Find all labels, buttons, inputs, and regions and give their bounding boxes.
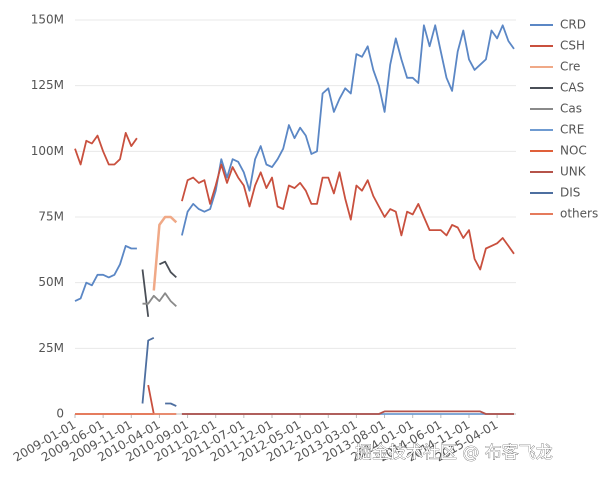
legend-label: UNK <box>560 165 587 179</box>
legend-label: Cas <box>560 102 582 116</box>
series-line <box>152 215 178 291</box>
y-tick-label: 150M <box>31 13 64 27</box>
legend-label: CRD <box>560 18 586 32</box>
legend-label: CSH <box>560 39 585 53</box>
series-line <box>74 24 515 302</box>
y-tick-label: 75M <box>38 210 64 224</box>
legend-label: CAS <box>560 81 584 95</box>
series-line <box>141 260 177 317</box>
legend-label: DIS <box>560 186 580 200</box>
series-line <box>181 410 514 415</box>
watermark: 掘金技术社区 @ 布客飞龙 <box>355 443 553 463</box>
legend-label: NOC <box>560 144 587 158</box>
y-tick-label: 25M <box>38 341 64 355</box>
series-line <box>74 132 515 415</box>
legend-label: CRE <box>560 123 584 137</box>
y-tick-label: 0 <box>56 407 64 421</box>
series-line <box>142 292 177 307</box>
y-tick-label: 50M <box>38 275 64 289</box>
legend-label: others <box>560 207 598 221</box>
y-tick-label: 125M <box>31 78 64 92</box>
legend-label: Cre <box>560 60 580 74</box>
series-line <box>141 336 177 407</box>
y-tick-label: 100M <box>31 144 64 158</box>
